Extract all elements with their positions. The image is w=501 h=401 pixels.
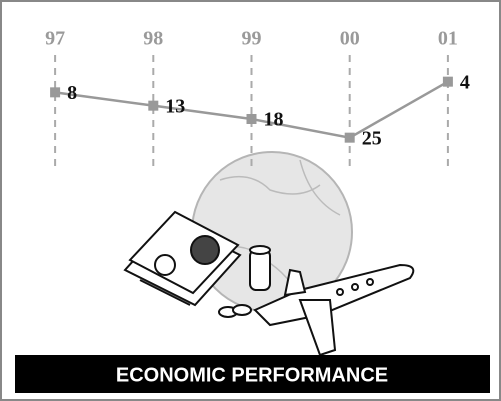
coins	[218, 245, 271, 318]
point	[344, 132, 355, 143]
point	[442, 76, 453, 87]
value-label: 8	[67, 82, 77, 104]
airplane	[253, 263, 415, 357]
point	[50, 87, 61, 98]
title-band	[15, 355, 490, 393]
x-tick-label: 00	[340, 28, 360, 50]
value-label: 25	[362, 127, 382, 149]
point	[246, 114, 257, 124]
value-label: 18	[264, 109, 284, 131]
point	[148, 100, 159, 111]
value-label: 4	[460, 71, 470, 93]
money-stack	[123, 210, 242, 307]
clip-art	[123, 151, 415, 357]
chart-title: ECONOMIC PERFORMANCE	[116, 364, 388, 386]
x-tick-label: 01	[438, 28, 458, 50]
x-tick-label: 99	[242, 28, 262, 50]
x-tick-label: 98	[143, 28, 163, 50]
value-label: 13	[165, 95, 185, 117]
x-tick-label: 97	[45, 28, 65, 50]
